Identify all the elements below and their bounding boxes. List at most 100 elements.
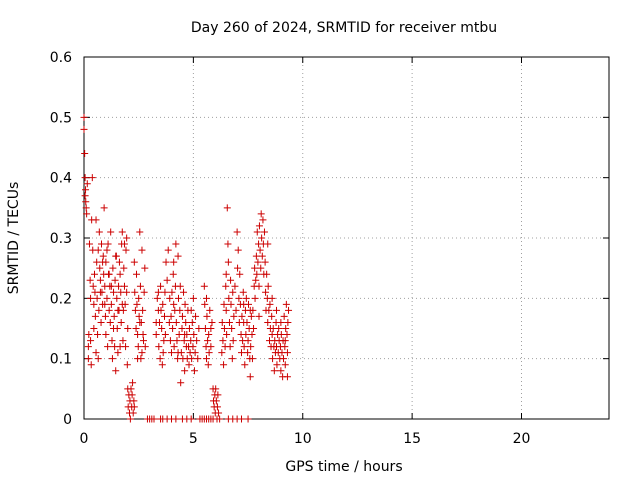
data-point [96,264,104,272]
data-point [222,270,230,278]
data-point [167,312,175,320]
data-point [200,282,208,290]
data-point [174,252,182,260]
axis-ticks: 0 0.1 0.2 0.3 0.4 0.5 0.6 0 5 10 15 20 [50,50,609,447]
data-point [238,415,245,423]
data-point [88,174,96,182]
data-point [161,288,169,296]
data-point [103,246,111,254]
data-point [224,258,232,266]
data-point [118,300,126,308]
data-point [109,264,117,272]
data-point [161,331,169,339]
data-point [91,270,98,278]
data-point [170,300,178,308]
data-point [254,258,262,266]
data-point [284,318,292,326]
data-point [285,306,293,314]
data-point [264,318,272,326]
data-point [135,294,143,302]
data-point [172,415,180,423]
data-point [173,337,181,345]
data-point [243,318,251,326]
data-point [136,282,144,290]
data-point [189,294,197,302]
data-point [86,276,94,284]
data-point [218,318,226,326]
data-point [208,318,216,326]
data-point [255,282,263,290]
data-point [93,258,101,266]
data-point [228,355,236,363]
data-point [204,361,212,369]
data-point [244,415,252,423]
data-point [82,186,90,194]
data-point [178,325,186,332]
data-point [81,192,89,200]
data-point [156,355,164,363]
data-point [122,246,130,254]
data-point [116,343,124,351]
data-point [177,379,185,387]
data-point [129,379,137,387]
data-point [265,306,273,314]
data-point [138,349,146,357]
data-point [188,318,196,326]
data-point [94,355,102,363]
x-axis-label: GPS time / hours [285,459,402,475]
data-point [282,325,290,332]
data-point [213,403,221,411]
data-point [168,349,175,357]
data-point [131,306,139,314]
data-point [81,174,89,182]
data-point [190,331,198,339]
data-point [256,246,264,254]
data-point [242,294,250,302]
data-point [134,343,142,351]
data-point [182,318,190,326]
data-point [130,403,138,411]
data-point [220,325,228,332]
data-point [268,312,276,320]
data-point [268,294,276,302]
data-point [108,355,116,363]
data-point [205,331,213,339]
data-point [176,282,184,290]
data-point [244,337,252,345]
data-point [99,252,107,260]
data-point [194,355,202,363]
data-point [228,325,236,332]
data-point [117,288,125,296]
data-point [133,270,140,278]
data-point [111,276,119,284]
data-point [238,349,245,357]
data-point [233,228,241,236]
data-point [241,361,249,369]
data-point [107,228,115,236]
data-point [203,294,210,302]
data-point [185,361,193,369]
data-point [141,343,149,351]
data-point [100,204,108,212]
data-point [89,282,97,290]
data-point [169,270,177,278]
data-point [120,264,128,272]
data-point [246,306,254,314]
data-point [80,125,88,133]
data-point [252,252,260,260]
data-point [257,210,265,218]
data-point [201,300,209,308]
y-tick-label: 0.4 [50,171,72,187]
data-point [131,288,139,296]
data-point [82,204,90,212]
data-point [166,337,174,345]
data-point [159,300,167,308]
data-point [141,264,149,272]
data-point [127,385,135,393]
data-point [246,373,254,381]
data-point [154,288,162,296]
data-point [117,318,125,326]
data-point [252,276,260,284]
data-point [155,343,163,351]
